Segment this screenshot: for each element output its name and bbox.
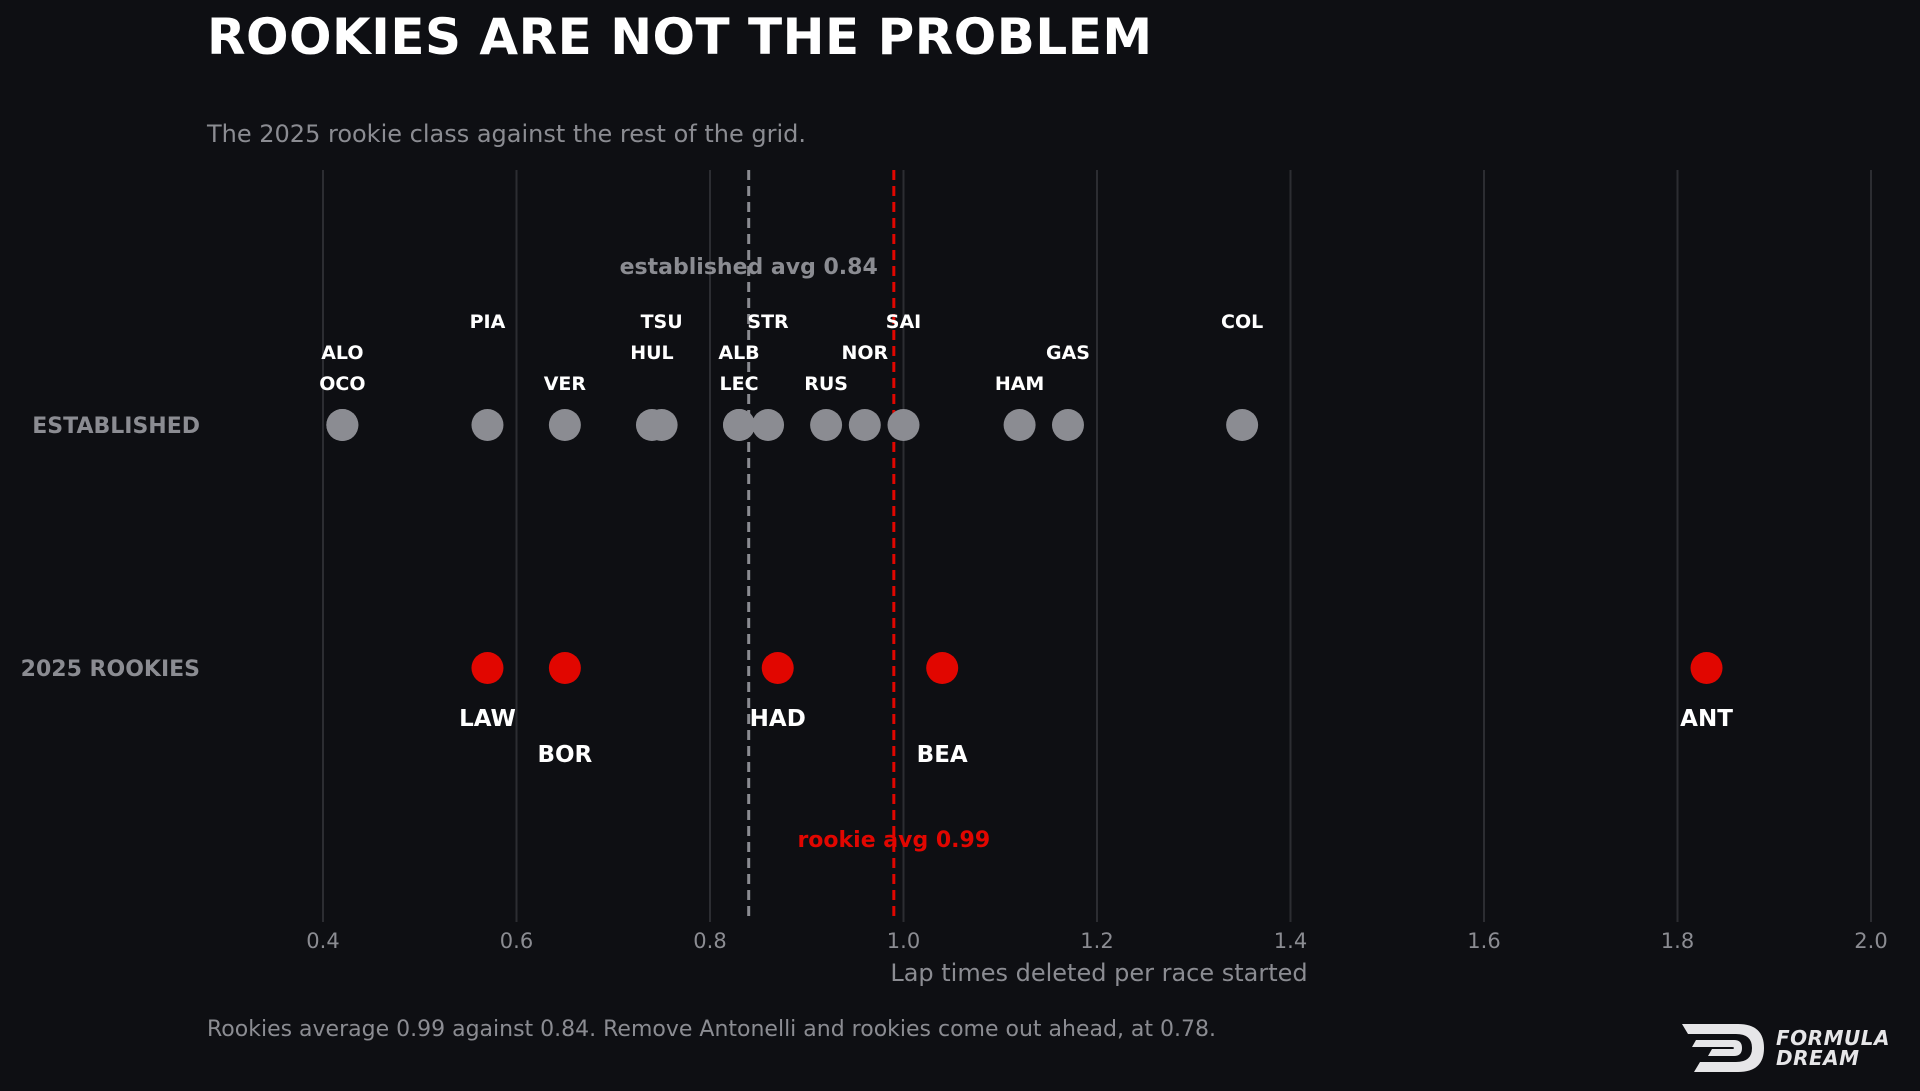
rookie-driver-dot	[761, 652, 794, 684]
established-driver-dot	[810, 409, 843, 441]
x-tick-label: 1.8	[1661, 929, 1694, 953]
established-driver-label: PIA	[470, 311, 506, 333]
established-driver-dot	[1051, 409, 1084, 441]
x-tick-label: 1.2	[1080, 929, 1113, 953]
established-driver-dot	[548, 409, 581, 441]
established-driver-dot	[887, 409, 920, 441]
x-axis-label: Lap times deleted per race started	[890, 959, 1307, 987]
established-driver-dot	[1226, 409, 1259, 441]
rookie-driver-label: HAD	[750, 706, 806, 732]
x-tick-label: 1.6	[1467, 929, 1500, 953]
established-driver-dot	[848, 409, 881, 441]
x-tick-label: 0.4	[306, 929, 339, 953]
rookie-driver-dot	[926, 652, 959, 684]
footnote: Rookies average 0.99 against 0.84. Remov…	[207, 1017, 1217, 1042]
rookie-driver-label: BEA	[917, 742, 968, 768]
chart-subtitle: The 2025 rookie class against the rest o…	[207, 120, 806, 148]
formula-dream-logo: FORMULA DREAM	[1680, 1022, 1890, 1074]
established-driver-label: HUL	[630, 342, 673, 364]
row-label: 2025 ROOKIES	[21, 657, 200, 682]
established-driver-label: GAS	[1046, 342, 1090, 364]
rookie-driver-dot	[548, 652, 581, 684]
established-driver-label: HAM	[995, 373, 1045, 395]
logo-line-formula: FORMULA	[1776, 1026, 1890, 1050]
x-tick-label: 0.6	[500, 929, 533, 953]
x-tick-label: 1.0	[887, 929, 920, 953]
rookie-driver-label: BOR	[537, 742, 592, 768]
established-driver-label: TSU	[641, 311, 683, 333]
x-tick-label: 2.0	[1854, 929, 1887, 953]
row-label: ESTABLISHED	[32, 414, 200, 439]
established-driver-dot	[645, 409, 678, 441]
established-driver-dot	[471, 409, 504, 441]
established-driver-label: RUS	[804, 373, 848, 395]
established-driver-label: NOR	[841, 342, 888, 364]
chart-title: ROOKIES ARE NOT THE PROBLEM	[207, 8, 1153, 66]
average-reference-label: established avg 0.84	[620, 255, 878, 280]
x-tick-label: 0.8	[693, 929, 726, 953]
average-reference-label: rookie avg 0.99	[797, 828, 990, 853]
established-driver-label: OCO	[319, 373, 365, 395]
rookie-driver-dot	[471, 652, 504, 684]
established-driver-label: SAI	[886, 311, 921, 333]
established-driver-label: STR	[747, 311, 789, 333]
established-driver-dot	[326, 409, 359, 441]
established-driver-dot	[723, 409, 756, 441]
established-driver-label: VER	[544, 373, 587, 395]
rookie-driver-label: ANT	[1680, 706, 1733, 732]
logo-line-dream: DREAM	[1776, 1046, 1860, 1070]
established-driver-label: COL	[1221, 311, 1263, 333]
dot-plot-chart: 0.4 0.6 0.8 1.0 1.2 1.4 1.6 1.8 2.0 Lap times del…	[21, 170, 1888, 987]
established-driver-label: ALO	[321, 342, 363, 364]
formula-dream-logo-icon	[1682, 1024, 1764, 1072]
established-driver-dot	[752, 409, 785, 441]
established-driver-dot	[1003, 409, 1036, 441]
established-driver-label: LEC	[720, 373, 759, 395]
rookie-driver-dot	[1690, 652, 1723, 684]
rookie-driver-label: LAW	[459, 706, 516, 732]
x-tick-label: 1.4	[1274, 929, 1307, 953]
established-driver-label: ALB	[718, 342, 759, 364]
